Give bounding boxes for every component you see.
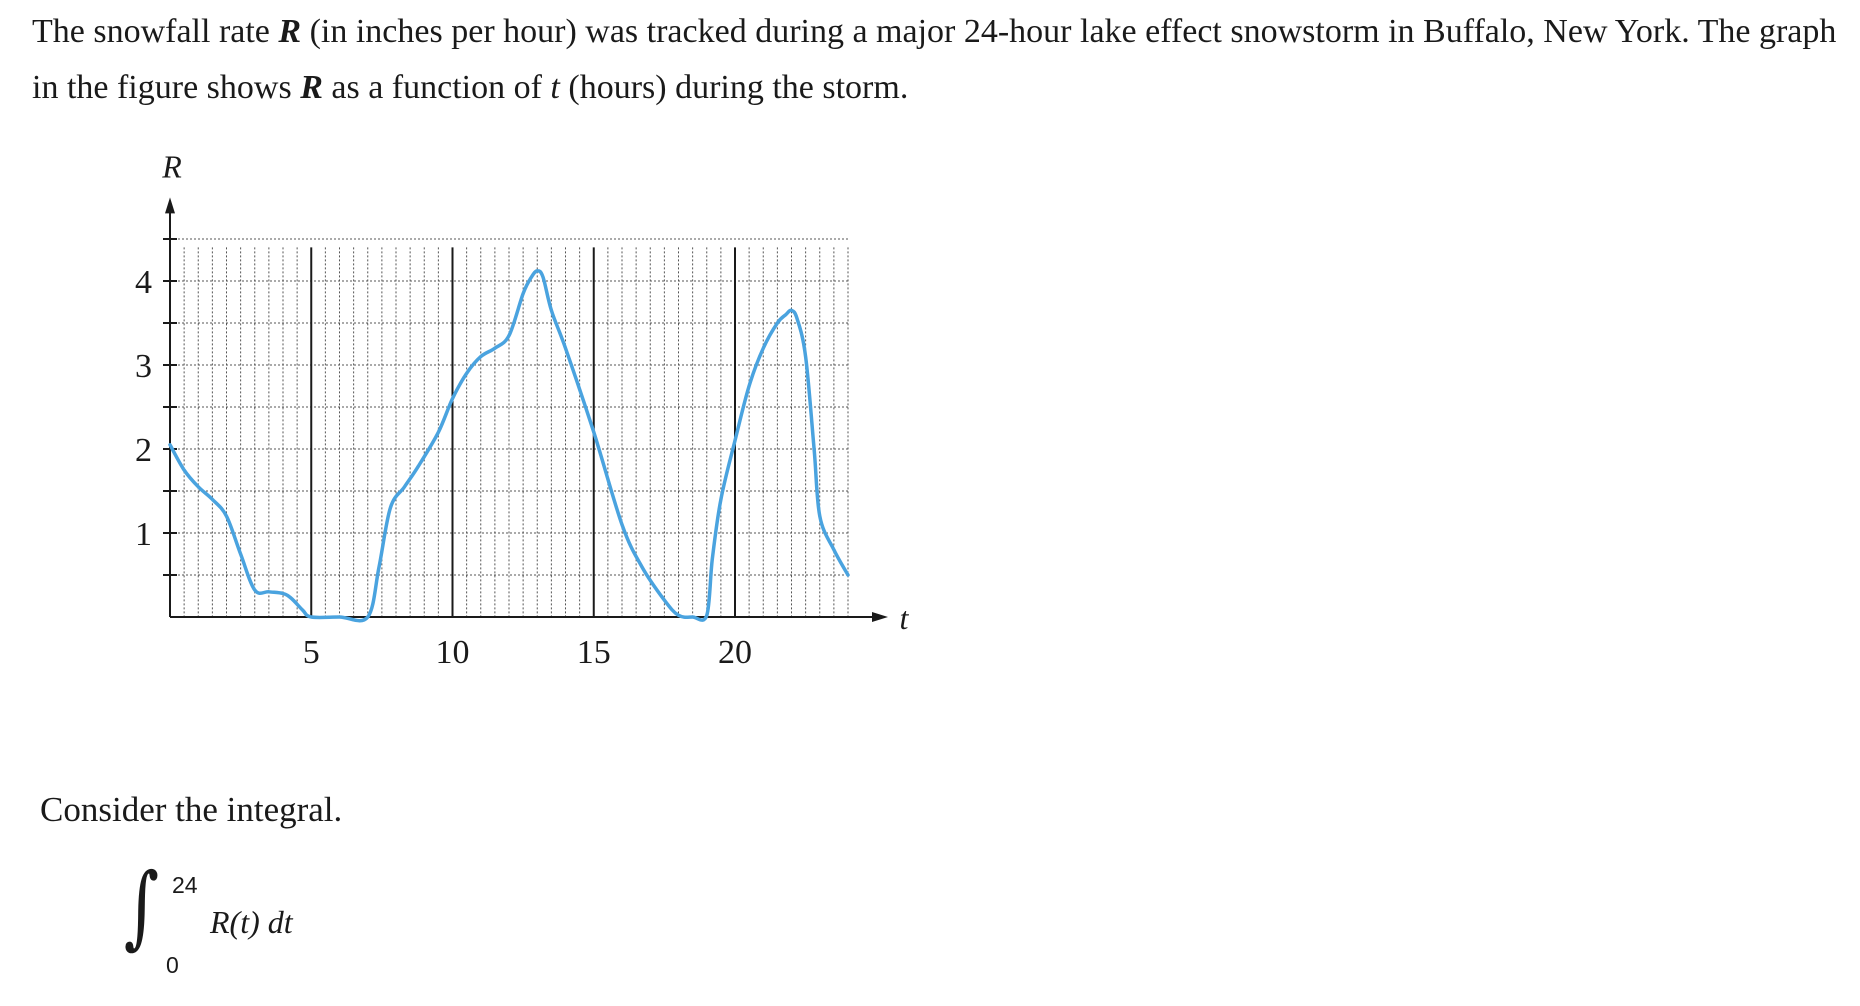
y-tick-label: 3 [135,348,152,385]
variable-R: R [278,13,302,50]
grid [170,238,849,617]
integral-expression: ∫ 24 0 R(t) dt [100,862,360,988]
problem-text-part: (in inches per hour) was tracked during … [32,13,1837,106]
problem-statement: The snowfall rate R (in inches per hour)… [32,4,1852,116]
problem-text-part: (hours) during the storm. [559,69,909,106]
y-axis-arrow-icon [165,197,175,214]
integral-lower-limit: 0 [166,952,179,978]
consider-text: Consider the integral. [40,790,343,829]
x-axis-arrow-icon [872,612,888,622]
snowfall-rate-chart: 5 10 15 20 1 2 3 4 t R [135,148,910,671]
y-axis-label: R [161,148,182,184]
labels: 5 10 15 20 1 2 3 4 t R [135,148,910,671]
x-tick-label: 20 [718,634,752,671]
problem-text-part: The snowfall rate [32,13,279,50]
axes [163,197,888,622]
y-tick-label: 2 [135,432,152,469]
x-tick-label: 10 [436,634,470,671]
x-tick-label: 15 [577,634,611,671]
integral-upper-limit: 24 [172,872,198,898]
integral-sign-icon: ∫ [123,854,160,959]
variable-R: R [300,69,323,106]
snowfall-rate-curve-0 [168,269,850,623]
x-axis-label: t [900,600,910,636]
integrand: R(t) dt [210,904,293,940]
y-tick-label: 4 [135,264,152,301]
y-tick-label: 1 [135,516,152,553]
x-tick-label: 5 [303,634,320,671]
variable-t: t [550,69,560,106]
problem-text-part: as a function of [322,69,551,106]
curve-layer [168,269,850,623]
